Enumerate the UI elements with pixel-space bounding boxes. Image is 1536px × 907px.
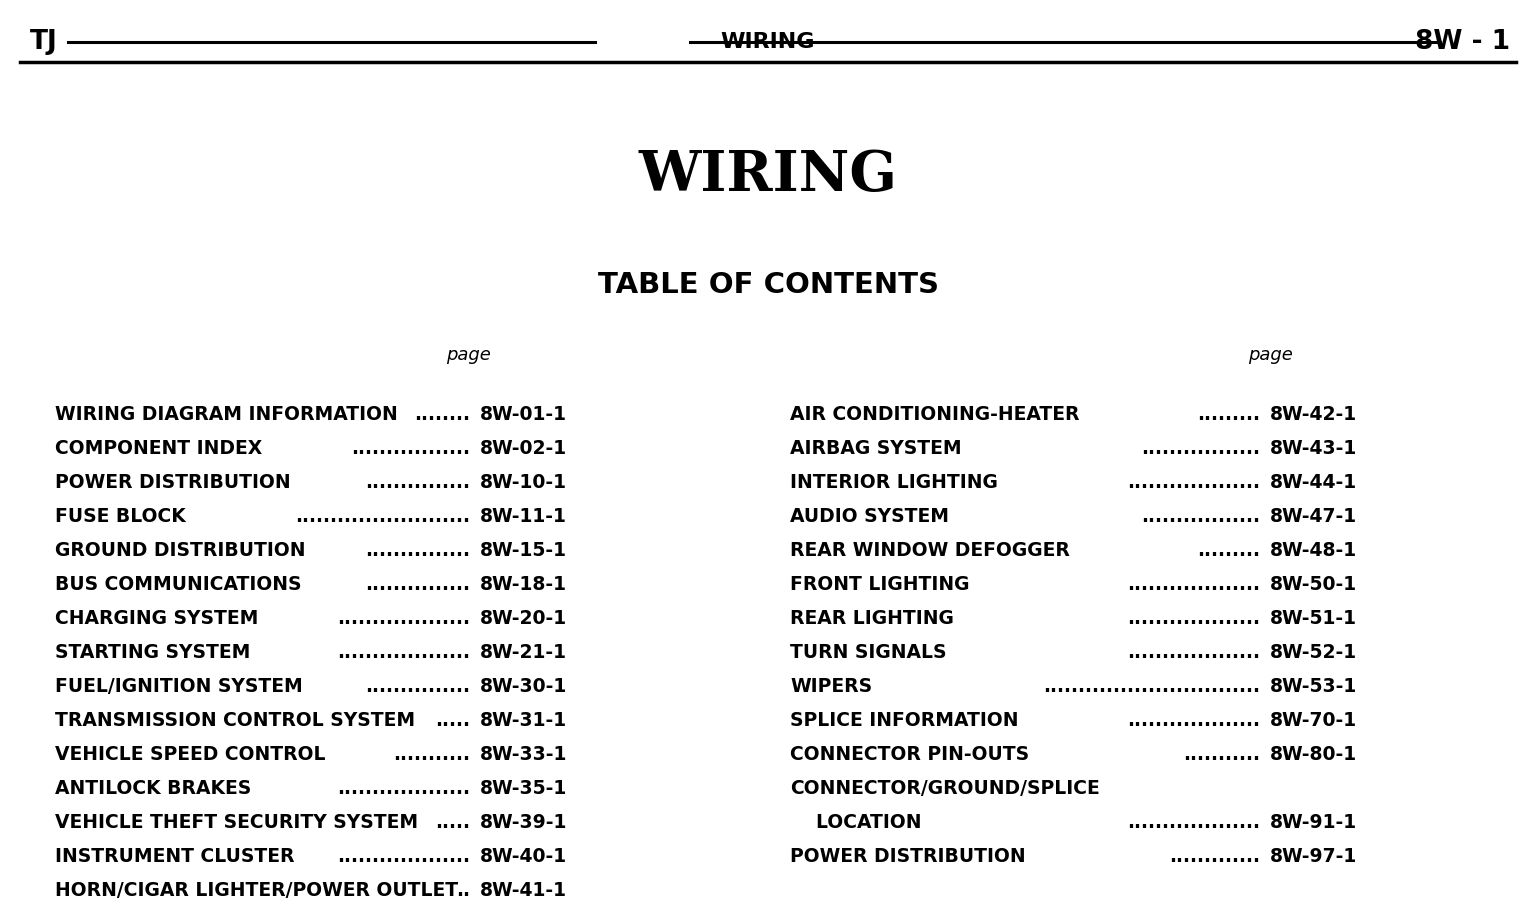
Text: 8W-80-1: 8W-80-1	[1270, 746, 1358, 765]
Text: 8W-30-1: 8W-30-1	[479, 678, 567, 697]
Text: REAR LIGHTING: REAR LIGHTING	[790, 610, 954, 629]
Text: ...................: ...................	[1127, 473, 1260, 493]
Text: ...............: ...............	[366, 678, 470, 697]
Text: REAR WINDOW DEFOGGER: REAR WINDOW DEFOGGER	[790, 541, 1071, 561]
Text: CONNECTOR/GROUND/SPLICE: CONNECTOR/GROUND/SPLICE	[790, 779, 1100, 798]
Text: ...................: ...................	[1127, 576, 1260, 594]
Text: TABLE OF CONTENTS: TABLE OF CONTENTS	[598, 271, 938, 299]
Text: 8W-39-1: 8W-39-1	[479, 814, 567, 833]
Text: ...................: ...................	[1127, 643, 1260, 662]
Text: 8W-31-1: 8W-31-1	[479, 711, 567, 730]
Text: 8W-43-1: 8W-43-1	[1270, 440, 1358, 459]
Text: BUS COMMUNICATIONS: BUS COMMUNICATIONS	[55, 576, 301, 594]
Text: .............: .............	[1169, 847, 1260, 866]
Text: .................: .................	[1141, 440, 1260, 459]
Text: .........................: .........................	[295, 508, 470, 526]
Text: ...................: ...................	[336, 643, 470, 662]
Text: 8W-20-1: 8W-20-1	[479, 610, 567, 629]
Text: ..: ..	[456, 882, 470, 901]
Text: 8W-51-1: 8W-51-1	[1270, 610, 1356, 629]
Text: GROUND DISTRIBUTION: GROUND DISTRIBUTION	[55, 541, 306, 561]
Text: AIRBAG SYSTEM: AIRBAG SYSTEM	[790, 440, 962, 459]
Text: TURN SIGNALS: TURN SIGNALS	[790, 643, 946, 662]
Text: ...................: ...................	[1127, 711, 1260, 730]
Text: STARTING SYSTEM: STARTING SYSTEM	[55, 643, 250, 662]
Text: ...............: ...............	[366, 541, 470, 561]
Text: INSTRUMENT CLUSTER: INSTRUMENT CLUSTER	[55, 847, 295, 866]
Text: 8W-91-1: 8W-91-1	[1270, 814, 1358, 833]
Text: FUSE BLOCK: FUSE BLOCK	[55, 508, 186, 526]
Text: FUEL/IGNITION SYSTEM: FUEL/IGNITION SYSTEM	[55, 678, 303, 697]
Text: 8W-48-1: 8W-48-1	[1270, 541, 1358, 561]
Text: WIRING: WIRING	[720, 32, 816, 52]
Text: ...................: ...................	[1127, 814, 1260, 833]
Text: TRANSMISSION CONTROL SYSTEM: TRANSMISSION CONTROL SYSTEM	[55, 711, 415, 730]
Text: LOCATION: LOCATION	[790, 814, 922, 833]
Text: ...............................: ...............................	[1043, 678, 1260, 697]
Text: INTERIOR LIGHTING: INTERIOR LIGHTING	[790, 473, 998, 493]
Text: ...................: ...................	[1127, 610, 1260, 629]
Text: 8W-33-1: 8W-33-1	[479, 746, 567, 765]
Text: 8W-70-1: 8W-70-1	[1270, 711, 1358, 730]
Text: 8W-11-1: 8W-11-1	[479, 508, 567, 526]
Text: POWER DISTRIBUTION: POWER DISTRIBUTION	[790, 847, 1026, 866]
Text: WIRING: WIRING	[639, 148, 897, 202]
Text: .........: .........	[1197, 405, 1260, 424]
Text: 8W - 1: 8W - 1	[1415, 29, 1510, 55]
Text: ...........: ...........	[1183, 746, 1260, 765]
Text: POWER DISTRIBUTION: POWER DISTRIBUTION	[55, 473, 290, 493]
Text: TJ: TJ	[31, 29, 58, 55]
Text: ...............: ...............	[366, 473, 470, 493]
Text: page: page	[445, 346, 490, 364]
Text: .................: .................	[352, 440, 470, 459]
Text: .................: .................	[1141, 508, 1260, 526]
Text: 8W-18-1: 8W-18-1	[479, 576, 567, 594]
Text: 8W-02-1: 8W-02-1	[479, 440, 567, 459]
Text: SPLICE INFORMATION: SPLICE INFORMATION	[790, 711, 1018, 730]
Text: CHARGING SYSTEM: CHARGING SYSTEM	[55, 610, 258, 629]
Text: .....: .....	[435, 814, 470, 833]
Text: ...............: ...............	[366, 576, 470, 594]
Text: VEHICLE SPEED CONTROL: VEHICLE SPEED CONTROL	[55, 746, 326, 765]
Text: .........: .........	[1197, 541, 1260, 561]
Text: 8W-15-1: 8W-15-1	[479, 541, 567, 561]
Text: ANTILOCK BRAKES: ANTILOCK BRAKES	[55, 779, 252, 798]
Text: COMPONENT INDEX: COMPONENT INDEX	[55, 440, 263, 459]
Text: 8W-50-1: 8W-50-1	[1270, 576, 1358, 594]
Text: 8W-44-1: 8W-44-1	[1270, 473, 1358, 493]
Text: ........: ........	[415, 405, 470, 424]
Text: ...................: ...................	[336, 779, 470, 798]
Text: 8W-35-1: 8W-35-1	[479, 779, 567, 798]
Text: AUDIO SYSTEM: AUDIO SYSTEM	[790, 508, 949, 526]
Text: 8W-97-1: 8W-97-1	[1270, 847, 1358, 866]
Text: ...................: ...................	[336, 610, 470, 629]
Text: 8W-40-1: 8W-40-1	[479, 847, 567, 866]
Text: 8W-42-1: 8W-42-1	[1270, 405, 1358, 424]
Text: VEHICLE THEFT SECURITY SYSTEM: VEHICLE THEFT SECURITY SYSTEM	[55, 814, 418, 833]
Text: .....: .....	[435, 711, 470, 730]
Text: 8W-01-1: 8W-01-1	[479, 405, 567, 424]
Text: page: page	[1247, 346, 1292, 364]
Text: 8W-41-1: 8W-41-1	[479, 882, 567, 901]
Text: 8W-47-1: 8W-47-1	[1270, 508, 1358, 526]
Text: ...........: ...........	[393, 746, 470, 765]
Text: 8W-52-1: 8W-52-1	[1270, 643, 1358, 662]
Text: 8W-21-1: 8W-21-1	[479, 643, 567, 662]
Text: 8W-53-1: 8W-53-1	[1270, 678, 1358, 697]
Text: WIPERS: WIPERS	[790, 678, 872, 697]
Text: CONNECTOR PIN-OUTS: CONNECTOR PIN-OUTS	[790, 746, 1029, 765]
Text: HORN/CIGAR LIGHTER/POWER OUTLET: HORN/CIGAR LIGHTER/POWER OUTLET	[55, 882, 458, 901]
Text: ...................: ...................	[336, 847, 470, 866]
Text: 8W-10-1: 8W-10-1	[479, 473, 567, 493]
Text: FRONT LIGHTING: FRONT LIGHTING	[790, 576, 969, 594]
Text: WIRING DIAGRAM INFORMATION: WIRING DIAGRAM INFORMATION	[55, 405, 398, 424]
Text: AIR CONDITIONING-HEATER: AIR CONDITIONING-HEATER	[790, 405, 1080, 424]
